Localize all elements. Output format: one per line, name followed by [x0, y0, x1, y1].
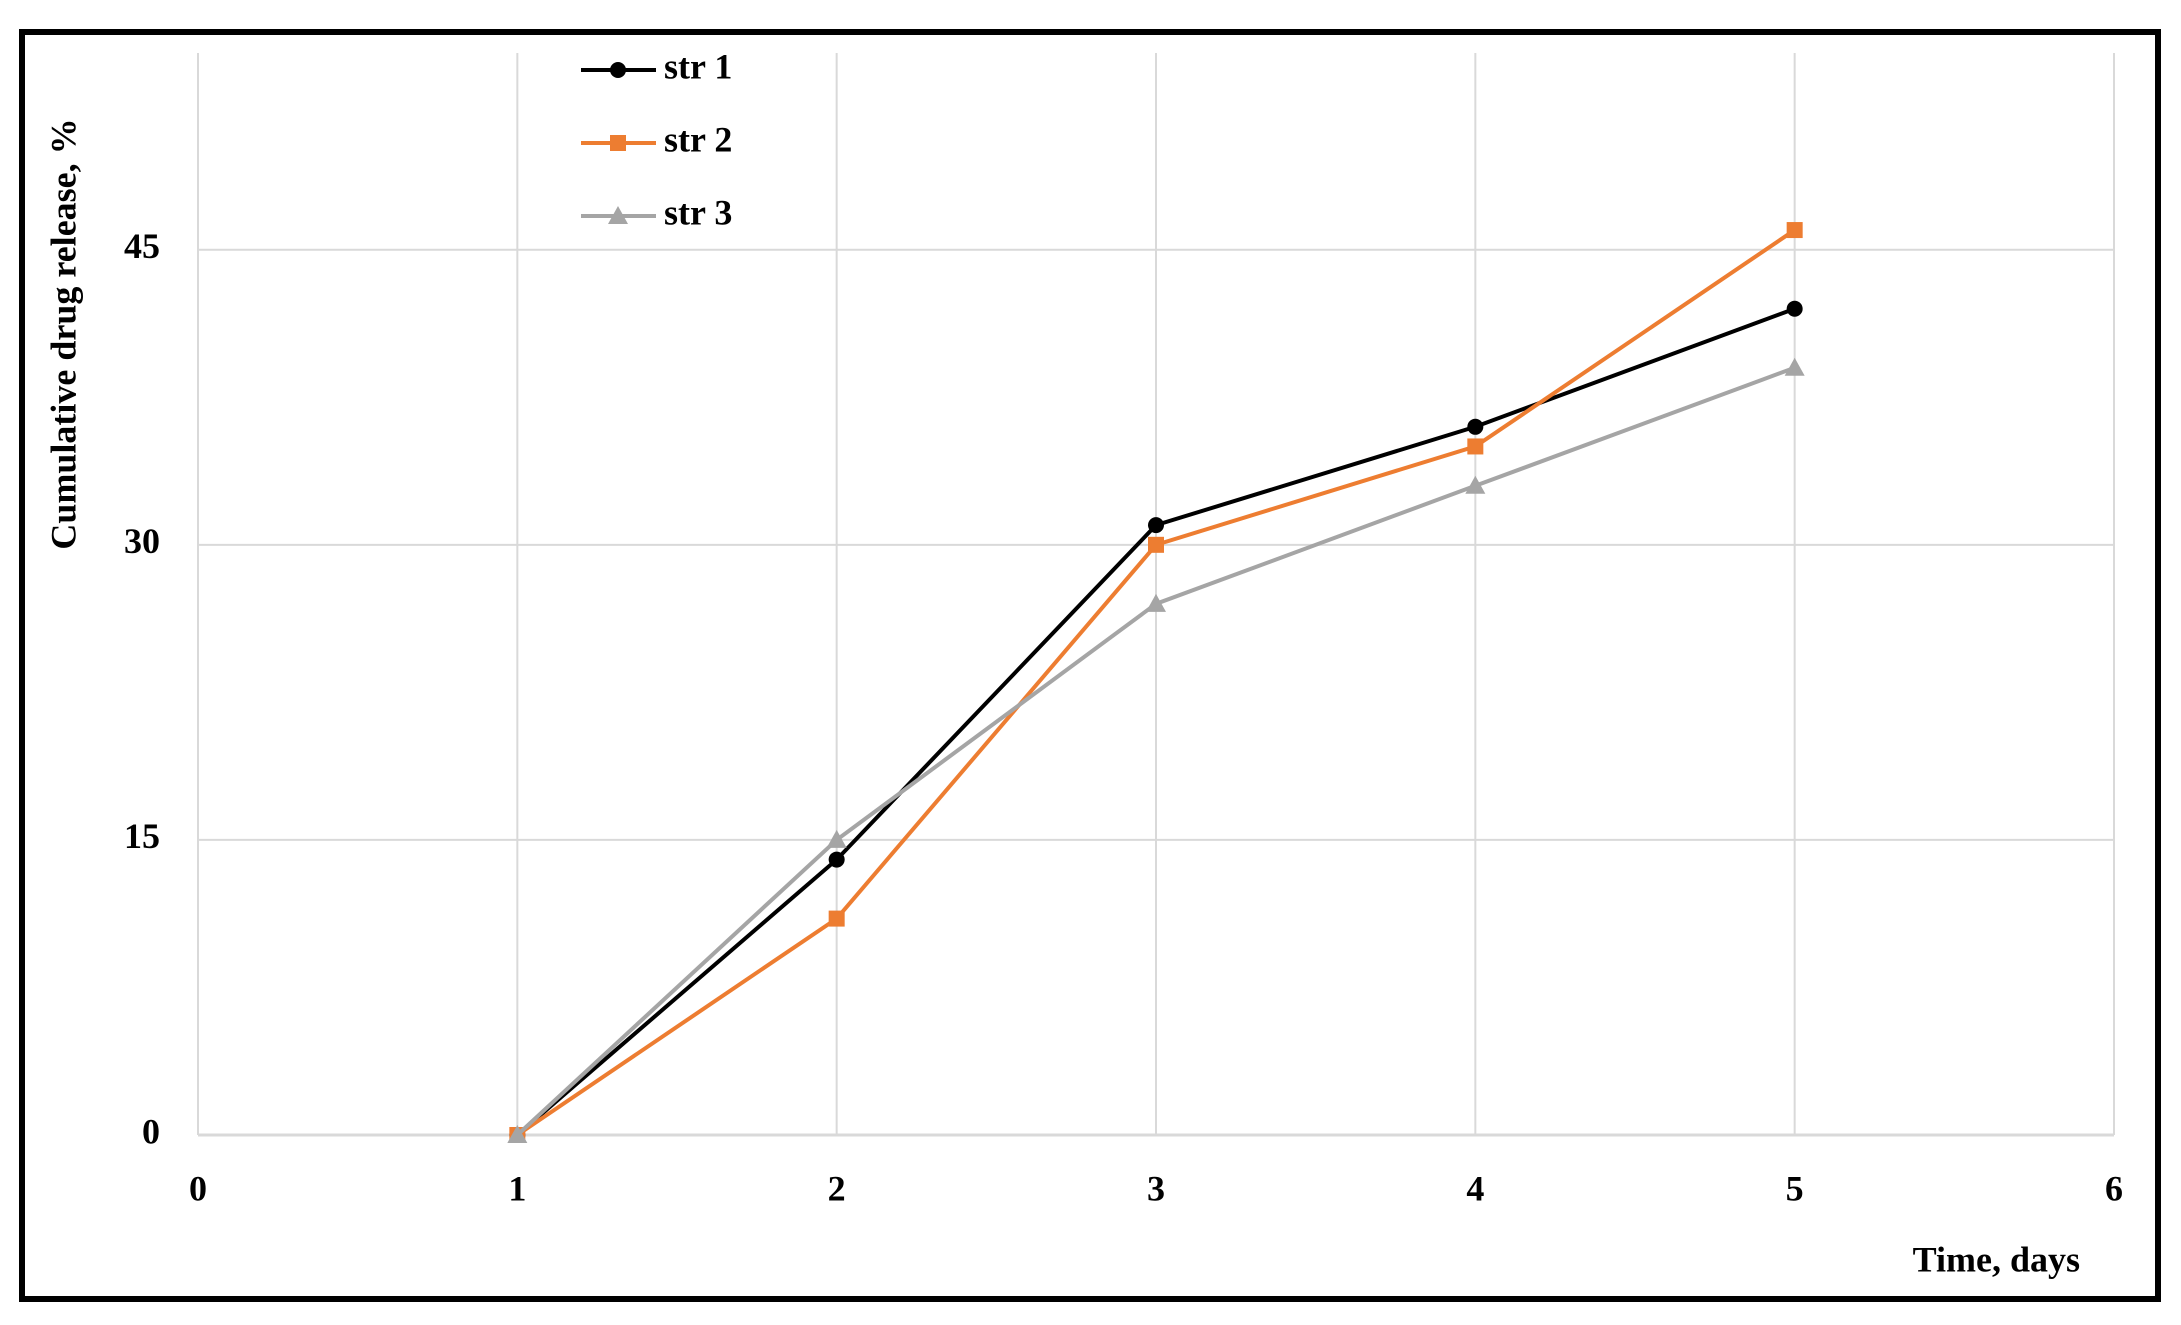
- marker: [1467, 418, 1484, 435]
- y-axis-label: Cumulative drug release, %: [43, 118, 83, 549]
- x-tick-label: 1: [508, 1168, 526, 1208]
- marker: [1148, 517, 1164, 534]
- marker: [1465, 475, 1486, 494]
- frame: [19, 29, 2161, 1302]
- marker: [828, 910, 845, 927]
- x-tick-label: 0: [189, 1168, 207, 1208]
- marker: [1786, 222, 1803, 239]
- marker: [610, 135, 626, 151]
- marker: [1467, 438, 1484, 455]
- x-tick-label: 5: [1786, 1168, 1804, 1208]
- marker: [610, 62, 626, 78]
- marker: [826, 829, 847, 848]
- marker: [507, 1125, 528, 1143]
- x-tick-label: 4: [1466, 1168, 1484, 1208]
- marker: [1786, 300, 1803, 317]
- y-tick-label: 0: [142, 1111, 160, 1151]
- legend-label: str 2: [664, 119, 732, 159]
- marker: [1784, 357, 1805, 376]
- legend-label: str 3: [664, 192, 732, 232]
- legend-label: str 1: [664, 46, 732, 86]
- marker: [1146, 593, 1166, 612]
- x-tick-label: 3: [1147, 1168, 1165, 1208]
- marker: [828, 851, 845, 868]
- x-axis-label: Time, days: [1913, 1239, 2080, 1279]
- y-tick-label: 30: [124, 521, 160, 561]
- y-tick-label: 45: [124, 226, 160, 266]
- x-tick-label: 2: [828, 1168, 846, 1208]
- marker: [608, 206, 628, 224]
- x-tick-label: 6: [2105, 1168, 2123, 1208]
- marker: [1148, 536, 1164, 553]
- y-tick-label: 15: [124, 816, 160, 856]
